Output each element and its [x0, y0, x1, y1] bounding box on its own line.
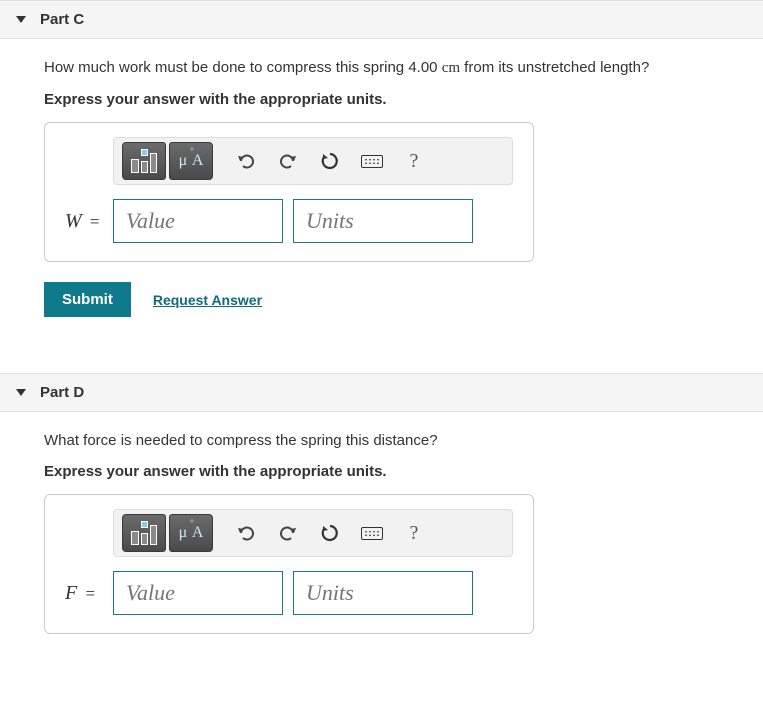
- mu-a-icon: μ°A: [179, 524, 204, 542]
- reset-icon: [320, 151, 340, 171]
- part-d-instruction: Express your answer with the appropriate…: [44, 463, 747, 480]
- undo-button[interactable]: [227, 143, 265, 179]
- mu-a-icon: μ°A: [179, 152, 204, 170]
- part-d-question: What force is needed to compress the spr…: [44, 432, 747, 449]
- mu-glyph: μ: [179, 152, 188, 170]
- part-d-header[interactable]: Part D: [0, 373, 763, 412]
- units-input[interactable]: [293, 199, 473, 243]
- part-c-question: How much work must be done to compress t…: [44, 59, 747, 77]
- equals-sign: =: [86, 212, 100, 231]
- part-c-actions: Submit Request Answer: [44, 282, 747, 317]
- part-c-title: Part C: [40, 11, 84, 28]
- answer-toolbar: μ°A ?: [113, 137, 513, 185]
- keyboard-icon: [361, 155, 383, 168]
- mu-glyph: μ: [179, 524, 188, 542]
- keyboard-button[interactable]: [353, 143, 391, 179]
- value-input[interactable]: [113, 199, 283, 243]
- value-input[interactable]: [113, 571, 283, 615]
- variable-label-w: W =: [61, 210, 113, 233]
- part-c-body: How much work must be done to compress t…: [0, 39, 763, 345]
- equals-sign: =: [81, 584, 95, 603]
- symbols-button[interactable]: μ°A: [169, 514, 213, 552]
- symbols-button[interactable]: μ°A: [169, 142, 213, 180]
- part-d-body: What force is needed to compress the spr…: [0, 412, 763, 644]
- templates-button[interactable]: [122, 142, 166, 180]
- request-answer-link[interactable]: Request Answer: [153, 292, 262, 308]
- reset-icon: [320, 523, 340, 543]
- redo-icon: [278, 524, 298, 542]
- help-icon: ?: [410, 150, 419, 173]
- help-button[interactable]: ?: [395, 515, 433, 551]
- part-c-answer-box: μ°A ? W =: [44, 122, 534, 262]
- question-text-suffix: from its unstretched length?: [460, 59, 649, 76]
- variable-w: W: [65, 210, 82, 232]
- help-button[interactable]: ?: [395, 143, 433, 179]
- reset-button[interactable]: [311, 143, 349, 179]
- question-text-prefix: How much work must be done to compress t…: [44, 59, 442, 76]
- redo-button[interactable]: [269, 515, 307, 551]
- undo-icon: [236, 152, 256, 170]
- variable-f: F: [65, 582, 77, 604]
- units-input[interactable]: [293, 571, 473, 615]
- keyboard-icon: [361, 527, 383, 540]
- part-c-answer-row: W =: [61, 199, 517, 243]
- keyboard-button[interactable]: [353, 515, 391, 551]
- templates-icon: [129, 521, 159, 545]
- redo-icon: [278, 152, 298, 170]
- undo-button[interactable]: [227, 515, 265, 551]
- undo-icon: [236, 524, 256, 542]
- help-icon: ?: [410, 522, 419, 545]
- redo-button[interactable]: [269, 143, 307, 179]
- part-d-title: Part D: [40, 384, 84, 401]
- part-d-answer-box: μ°A ? F =: [44, 494, 534, 634]
- reset-button[interactable]: [311, 515, 349, 551]
- submit-button[interactable]: Submit: [44, 282, 131, 317]
- templates-icon: [129, 149, 159, 173]
- caret-down-icon: [16, 16, 26, 23]
- variable-label-f: F =: [61, 582, 113, 605]
- caret-down-icon: [16, 389, 26, 396]
- question-unit: cm: [442, 60, 460, 76]
- part-c-header[interactable]: Part C: [0, 0, 763, 39]
- answer-toolbar: μ°A ?: [113, 509, 513, 557]
- part-d-answer-row: F =: [61, 571, 517, 615]
- part-c-instruction: Express your answer with the appropriate…: [44, 91, 747, 108]
- templates-button[interactable]: [122, 514, 166, 552]
